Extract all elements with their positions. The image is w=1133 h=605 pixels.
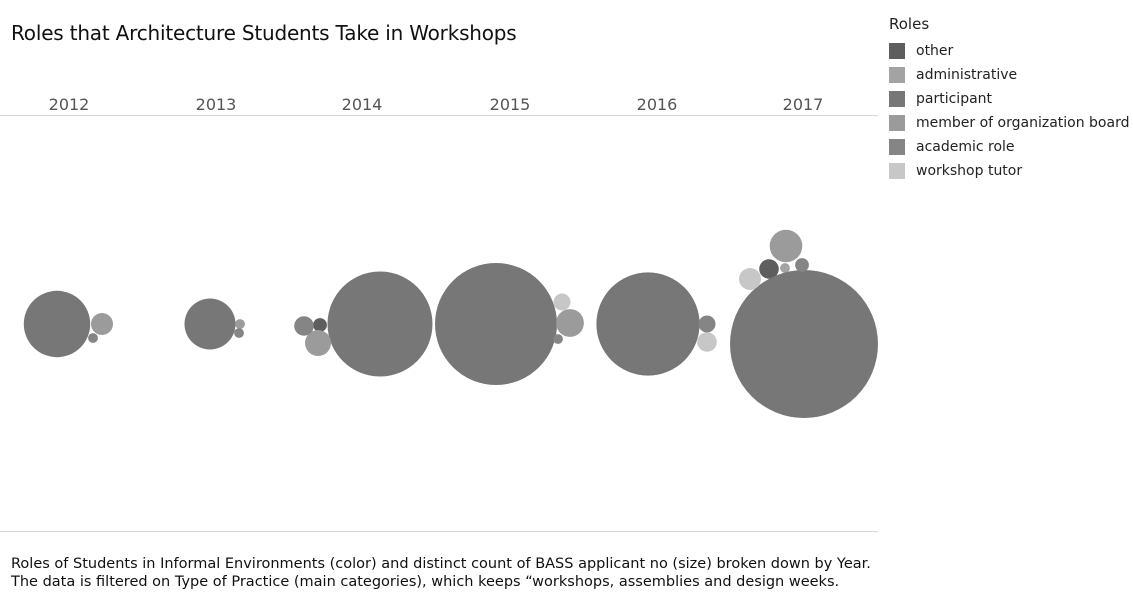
caption-line-2: The data is filtered on Type of Practice… [11, 574, 840, 590]
legend-swatch [889, 115, 905, 131]
legend-swatch [889, 67, 905, 83]
bubble-2017-member-of-organization-board[interactable] [769, 229, 803, 263]
legend-item-other[interactable]: other [889, 39, 1129, 63]
legend-label: workshop tutor [916, 163, 1023, 179]
legend-label: other [916, 43, 954, 59]
header-divider [0, 115, 878, 116]
bubble-2015-workshop-tutor[interactable] [553, 293, 571, 311]
bubble-2015-member-of-organization-board[interactable] [556, 309, 584, 337]
year-label-2016: 2016 [636, 95, 678, 114]
bubble-2016-workshop-tutor[interactable] [697, 332, 717, 352]
legend-item-administrative[interactable]: administrative [889, 63, 1129, 87]
legend-item-workshop-tutor[interactable]: workshop tutor [889, 159, 1129, 183]
bubble-2016-participant[interactable] [596, 272, 700, 376]
bubble-2014-participant[interactable] [327, 271, 433, 377]
legend-swatch [889, 43, 905, 59]
bubble-2014-other[interactable] [313, 318, 327, 332]
bubble-2017-other[interactable] [759, 259, 779, 279]
bubble-2013-member-of-organization-board[interactable] [235, 319, 245, 329]
year-label-2013: 2013 [195, 95, 237, 114]
bubble-chart [23, 229, 878, 418]
bubble-2012-member-of-organization-board[interactable] [91, 313, 113, 335]
bubble-2015-participant[interactable] [435, 263, 557, 385]
legend-item-academic-role[interactable]: academic role [889, 135, 1129, 159]
footer-divider [0, 531, 878, 532]
bubble-2013-academic-role[interactable] [234, 328, 244, 338]
legend-swatch [889, 139, 905, 155]
legend-label: member of organization board [916, 115, 1130, 131]
chart-title: Roles that Architecture Students Take in… [11, 21, 517, 45]
bubble-2015-academic-role[interactable] [553, 334, 563, 344]
legend-item-participant[interactable]: participant [889, 87, 1129, 111]
legend-label: participant [916, 91, 993, 107]
bubble-2017-academic-role[interactable] [795, 258, 809, 272]
bubble-2012-participant[interactable] [23, 290, 91, 358]
bubble-2017-workshop-tutor[interactable] [739, 268, 761, 290]
legend-swatch [889, 91, 905, 107]
chart-caption: Roles of Students in Informal Environmen… [11, 555, 871, 591]
year-label-2012: 2012 [48, 95, 90, 114]
caption-line-1: Roles of Students in Informal Environmen… [11, 556, 871, 572]
legend: Roles other administrative participant m… [889, 15, 1129, 183]
legend-label: administrative [916, 67, 1018, 83]
bubble-2014-academic-role[interactable] [294, 316, 314, 336]
legend-item-member-of-organization-board[interactable]: member of organization board [889, 111, 1129, 135]
bubble-2017-participant[interactable] [730, 270, 878, 418]
bubble-2012-academic-role[interactable] [88, 333, 98, 343]
bubble-2016-academic-role[interactable] [698, 315, 716, 333]
legend-swatch [889, 163, 905, 179]
bubble-2017-administrative[interactable] [780, 263, 790, 273]
legend-label: academic role [916, 139, 1015, 155]
year-label-2015: 2015 [489, 95, 531, 114]
bubble-2013-participant[interactable] [184, 298, 236, 350]
bubble-2014-member-of-organization-board[interactable] [305, 330, 331, 356]
year-label-2017: 2017 [782, 95, 824, 114]
year-label-2014: 2014 [341, 95, 383, 114]
legend-title: Roles [889, 15, 930, 33]
